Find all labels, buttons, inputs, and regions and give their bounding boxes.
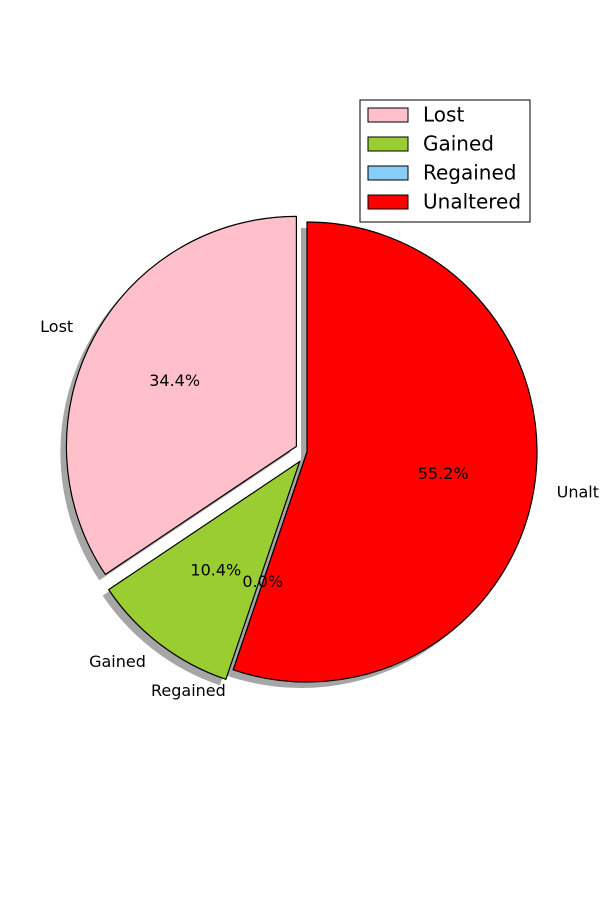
- legend-label-unaltered: Unaltered: [423, 190, 521, 214]
- wedge-layer: [65, 215, 538, 683]
- label-layer: Lost 34.4% Gained 10.4% Regained 0.0% Unaltere…: [40, 317, 600, 700]
- slice-gained: [108, 460, 301, 680]
- legend-label-lost: Lost: [423, 103, 464, 127]
- percent-label-lost: 34.4%: [149, 371, 200, 390]
- slice-unaltered: [232, 221, 538, 683]
- slice-label-gained: Gained: [89, 652, 146, 671]
- legend: Lost Gained Regained Unaltered: [359, 99, 531, 223]
- legend-swatch-gained: [367, 136, 409, 152]
- legend-swatch-lost: [367, 107, 409, 123]
- legend-swatch-unaltered: [367, 194, 409, 210]
- slice-lost: [65, 215, 298, 576]
- slice-label-lost: Lost: [40, 317, 73, 336]
- percent-label-regained: 0.0%: [242, 572, 283, 591]
- legend-label-regained: Regained: [423, 161, 517, 185]
- slice-label-regained: Regained: [151, 681, 226, 700]
- percent-label-gained: 10.4%: [190, 561, 241, 580]
- legend-label-gained: Gained: [423, 132, 494, 156]
- percent-label-unaltered: 55.2%: [418, 464, 469, 483]
- slice-label-unaltered: Unaltered: [557, 483, 600, 502]
- legend-swatch-regained: [367, 165, 409, 181]
